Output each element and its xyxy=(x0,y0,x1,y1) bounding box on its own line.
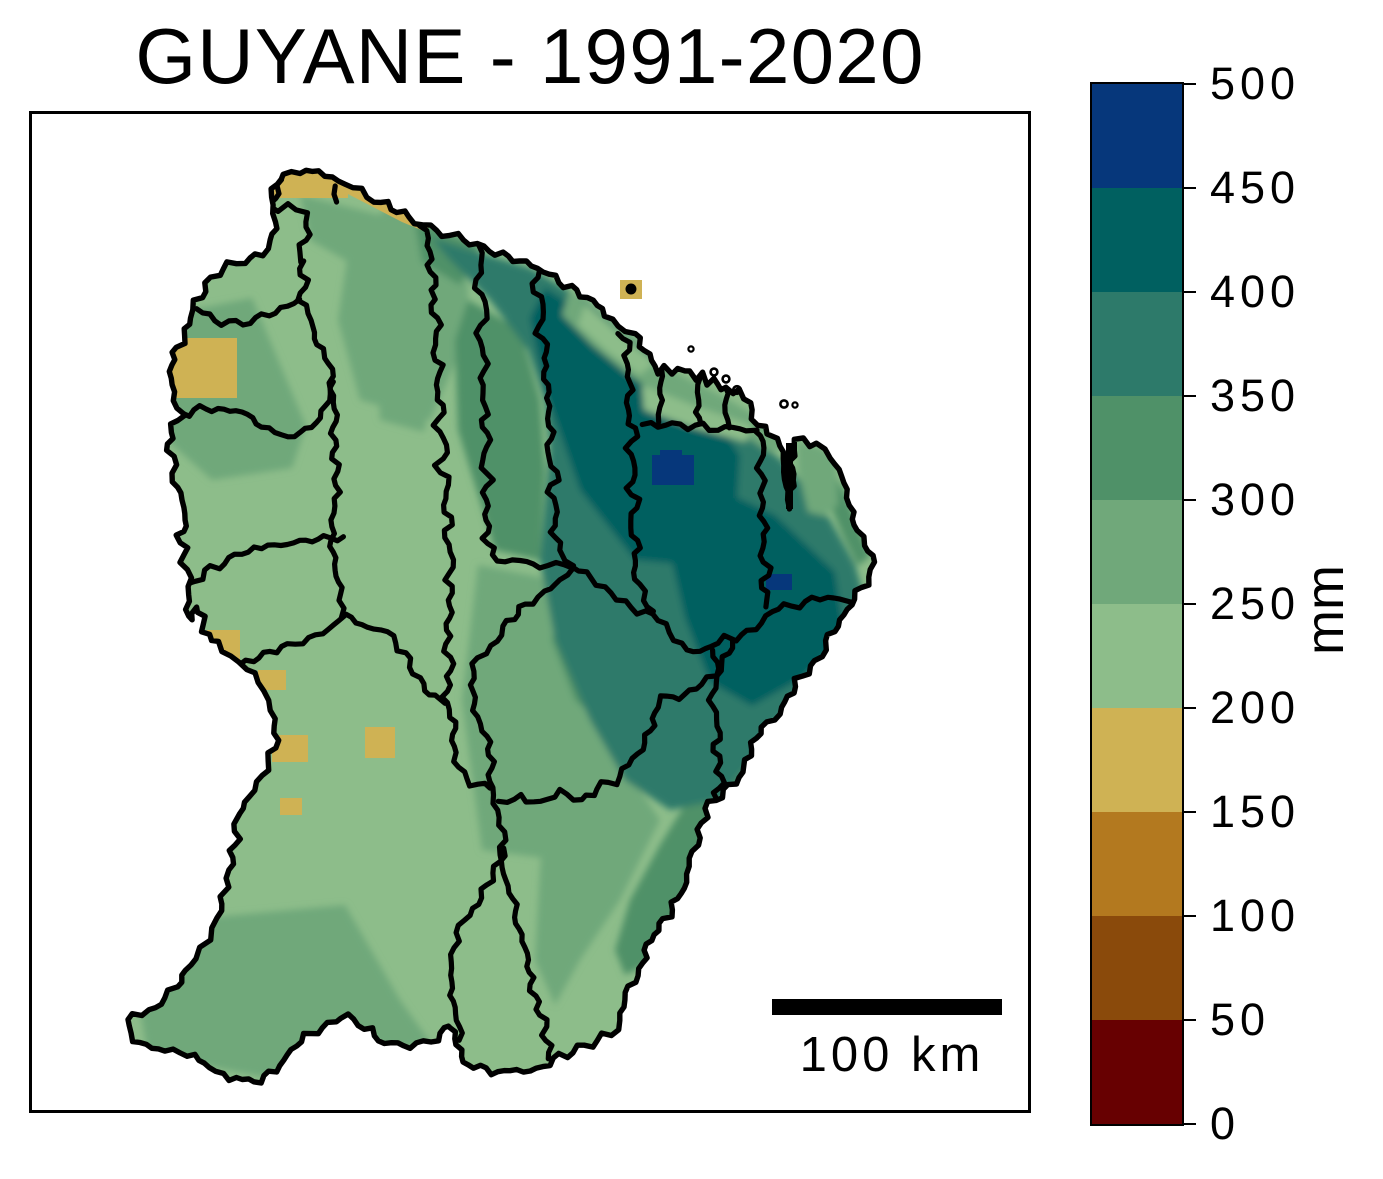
svg-text:100 km: 100 km xyxy=(800,1028,985,1082)
